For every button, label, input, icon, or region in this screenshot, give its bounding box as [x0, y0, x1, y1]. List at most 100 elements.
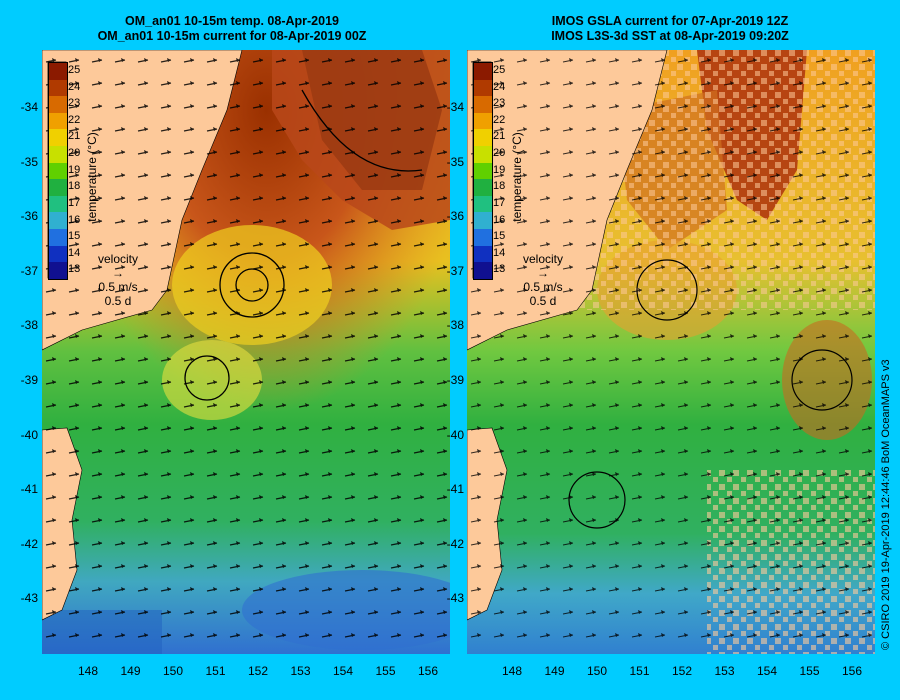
y-tick-label: -42	[446, 536, 464, 551]
left-colorbar-label: temperature (°C)	[85, 132, 99, 222]
colorbar-swatch	[49, 212, 67, 230]
colorbar-tick: 19	[493, 163, 506, 176]
x-tick-label: 152	[247, 664, 269, 678]
right-map-panel	[467, 50, 875, 654]
colorbar-tick: 19	[68, 163, 81, 176]
colorbar-swatch	[49, 96, 67, 113]
y-tick-label: -41	[20, 482, 38, 497]
colorbar-tick: 15	[68, 230, 81, 243]
y-tick-label: -34	[446, 100, 464, 114]
velocity-title: velocity	[97, 252, 138, 266]
left-title-line1: OM_an01 10-15m temp. 08-Apr-2019	[125, 14, 339, 28]
x-tick-label: 151	[629, 664, 650, 678]
colorbar-tick: 20	[493, 147, 506, 160]
y-tick-label: -37	[446, 263, 464, 278]
x-tick-label: 148	[77, 664, 99, 678]
colorbar-tick: 20	[68, 147, 81, 160]
y-tick-label: -36	[446, 209, 464, 224]
colorbar-tick: 24	[493, 80, 506, 93]
colorbar-tick: 25	[68, 64, 81, 76]
colorbar-tick: 13	[493, 263, 506, 276]
colorbar-swatch	[474, 129, 492, 147]
colorbar-tick: 14	[493, 246, 506, 259]
left-title-line2: OM_an01 10-15m current for 08-Apr-2019 0…	[97, 29, 367, 43]
velocity-time: 0.5 d	[529, 294, 557, 308]
colorbar-swatch	[49, 262, 67, 279]
right-colorbar-label: temperature (°C)	[510, 132, 524, 222]
colorbar-tick: 21	[68, 130, 81, 143]
colorbar-swatch	[474, 63, 492, 80]
colorbar-swatch	[49, 129, 67, 147]
y-tick-label: -36	[20, 209, 38, 224]
colorbar-tick: 22	[493, 113, 506, 126]
y-tick-label: -42	[20, 536, 38, 551]
velocity-arrow-icon: →	[537, 266, 549, 280]
y-tick-label: -43	[446, 591, 464, 606]
credit-text: © CSIRO 2019 19-Apr-2019 12:44:46 BoM Oc…	[880, 359, 892, 650]
colorbar-tick: 23	[493, 97, 506, 110]
x-tick-label: 153	[714, 664, 735, 678]
colorbar-swatch	[49, 63, 67, 80]
colorbar-tick: 22	[68, 113, 81, 126]
left-map-panel	[42, 50, 450, 654]
y-tick-label: -35	[20, 154, 38, 169]
colorbar-tick: 17	[68, 196, 81, 209]
y-tick-label: -38	[446, 318, 464, 333]
x-tick-label: 149	[120, 664, 141, 678]
colorbar-swatch	[474, 146, 492, 163]
y-tick-label: -38	[20, 318, 38, 333]
y-tick-label: -34	[20, 100, 38, 114]
colorbar-swatch	[49, 245, 67, 263]
colorbar-swatch	[49, 179, 67, 196]
colorbar-tick: 25	[493, 64, 506, 76]
colorbar-tick: 18	[493, 180, 506, 193]
colorbar-swatch	[474, 179, 492, 196]
x-tick-label: 153	[290, 664, 311, 678]
x-tick-label: 150	[162, 664, 184, 678]
colorbar-tick: 15	[493, 230, 506, 243]
colorbar-swatch	[49, 162, 67, 180]
colorbar-swatch	[49, 229, 67, 246]
colorbar-tick: 18	[68, 180, 81, 193]
colorbar-swatch	[49, 112, 67, 130]
x-tick-label: 151	[205, 664, 226, 678]
y-tick-label: -39	[20, 373, 38, 387]
x-tick-label: 148	[501, 664, 523, 678]
velocity-time: 0.5 d	[104, 294, 132, 308]
x-tick-label: 149	[544, 664, 565, 678]
y-tick-label: -35	[446, 154, 464, 169]
y-tick-label: -40	[446, 427, 464, 442]
y-tick-label: -40	[20, 427, 38, 442]
left-colorbar-ticks: 25 24 23 22 21 20 19 18 17 16 15 14 13	[68, 62, 92, 278]
colorbar-swatch	[474, 96, 492, 113]
left-velocity-legend: velocity → 0.5 m/s 0.5 d	[88, 252, 148, 308]
left-panel-title: OM_an01 10-15m temp. 08-Apr-2019 OM_an01…	[82, 14, 382, 44]
y-tick-label: -43	[20, 591, 38, 606]
colorbar-tick: 13	[68, 263, 81, 276]
y-tick-label: -37	[20, 263, 38, 278]
colorbar-swatch	[49, 195, 67, 213]
left-temperature-map	[42, 50, 450, 654]
colorbar-tick: 16	[68, 213, 81, 226]
x-tick-label: 154	[332, 664, 354, 678]
x-tick-label: 155	[375, 664, 396, 678]
velocity-arrow-icon: →	[112, 266, 124, 280]
colorbar-swatch	[474, 245, 492, 263]
colorbar-tick: 23	[68, 97, 81, 110]
x-tick-label: 154	[756, 664, 778, 678]
right-velocity-legend: velocity → 0.5 m/s 0.5 d	[513, 252, 573, 308]
colorbar-swatch	[474, 229, 492, 246]
right-panel-title: IMOS GSLA current for 07-Apr-2019 12Z IM…	[520, 14, 820, 44]
right-title-line2: IMOS L3S-3d SST at 08-Apr-2019 09:20Z	[551, 29, 789, 43]
colorbar-swatch	[474, 112, 492, 130]
colorbar-tick: 24	[68, 80, 81, 93]
x-tick-label: 150	[586, 664, 608, 678]
right-colorbar	[473, 62, 493, 280]
colorbar-swatch	[49, 79, 67, 97]
colorbar-swatch	[474, 262, 492, 279]
right-title-line1: IMOS GSLA current for 07-Apr-2019 12Z	[551, 14, 789, 28]
colorbar-swatch	[474, 212, 492, 230]
colorbar-tick: 14	[68, 246, 81, 259]
x-tick-label: 156	[417, 664, 439, 678]
y-tick-label: -39	[446, 373, 464, 387]
